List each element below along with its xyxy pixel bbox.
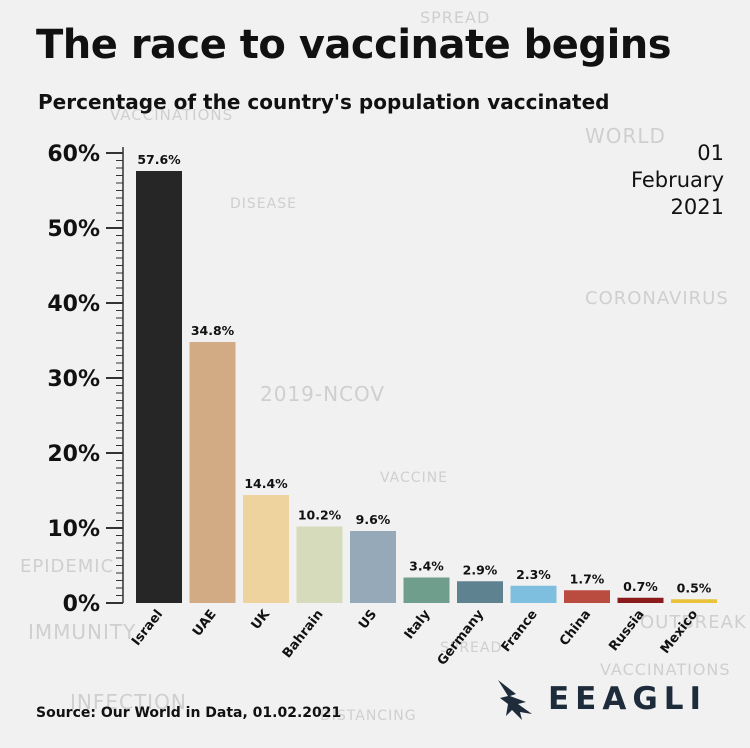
bar-value-label: 0.7%: [623, 579, 658, 594]
bar: [403, 577, 450, 603]
bar: [296, 526, 343, 603]
x-tick-label: UAE: [190, 607, 220, 639]
x-tick-label: China: [557, 607, 594, 649]
y-tick-label: 20%: [47, 442, 100, 467]
x-tick-label: Israel: [129, 607, 166, 649]
bar-value-label: 9.6%: [356, 512, 391, 527]
y-tick-label: 0%: [63, 592, 100, 617]
bar: [671, 599, 717, 603]
x-tick-label: US: [356, 607, 380, 632]
bar: [564, 590, 610, 603]
bar: [350, 531, 396, 603]
bar-value-label: 3.4%: [409, 559, 444, 574]
bar-value-label: 2.3%: [516, 567, 551, 582]
x-tick-label: UK: [249, 607, 274, 633]
bar: [136, 171, 182, 603]
bar-value-label: 10.2%: [298, 508, 342, 523]
chart-subtitle: Percentage of the country's population v…: [38, 90, 610, 114]
x-tick-label: France: [499, 607, 541, 655]
bar-value-label: 0.5%: [677, 580, 712, 595]
bar-value-label: 1.7%: [570, 571, 605, 586]
page-title: The race to vaccinate begins: [36, 22, 672, 68]
y-tick-label: 50%: [47, 217, 100, 242]
bar: [510, 585, 557, 603]
y-tick-label: 40%: [47, 292, 100, 317]
y-tick-label: 60%: [47, 142, 100, 167]
source-note: Source: Our World in Data, 01.02.2021: [36, 705, 342, 721]
bar-value-label: 2.9%: [463, 562, 498, 577]
bar: [457, 581, 503, 603]
bar-value-label: 57.6%: [137, 152, 181, 167]
x-tick-label: Russia: [606, 607, 647, 654]
bar: [617, 597, 664, 603]
x-tick-label: Mexico: [658, 607, 701, 657]
x-tick-label: Italy: [402, 607, 434, 642]
y-tick-label: 30%: [47, 367, 100, 392]
eagle-icon: [498, 680, 532, 720]
bar: [243, 495, 289, 603]
bar-value-label: 14.4%: [244, 476, 288, 491]
date-label: 01 February 2021: [631, 140, 724, 221]
date-year: 2021: [670, 195, 724, 219]
brand-logo: EEAGLI: [496, 676, 707, 722]
x-tick-label: Bahrain: [280, 607, 327, 661]
x-tick-label: Germany: [435, 607, 488, 669]
bar: [189, 342, 236, 603]
y-tick-label: 10%: [47, 517, 100, 542]
bar-value-label: 34.8%: [191, 323, 235, 338]
brand-name: EEAGLI: [548, 681, 708, 717]
date-month: February: [630, 168, 724, 192]
date-day: 01: [697, 141, 724, 165]
